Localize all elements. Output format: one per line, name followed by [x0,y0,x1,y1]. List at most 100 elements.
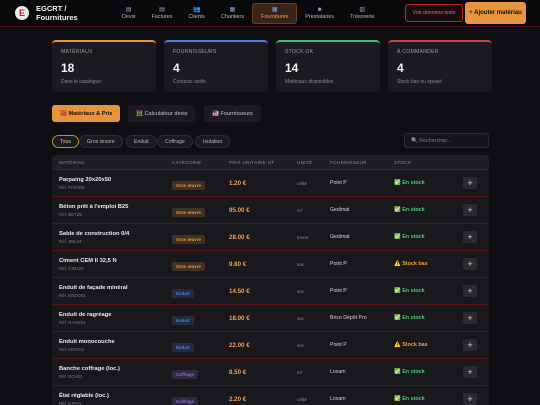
add-material-button[interactable]: + Ajouter matériau [465,2,526,24]
table-row: Béton prêt à l'emploi B25 Réf. BET25 Gros … [52,196,489,223]
stat-subtitle: Stock bas ou épuisé [397,79,443,85]
nav-item-label: Fournitures [261,13,289,20]
material-ref: Réf. PAR205 [59,184,85,190]
supplier: Gedimat [330,234,350,240]
material-cell: Enduit de façade minéral Réf. ENDO01 [59,285,128,298]
view-test-data-button[interactable]: Voir données tests [405,4,463,22]
category-badge: Coffrage [172,397,199,405]
material-name: Étai réglable (loc.) [59,392,109,399]
material-cell: Enduit de ragréage Réf. RAGE01 [59,312,112,325]
material-name: Banche coffrage (loc.) [59,365,120,372]
table-row: Enduit monocouche Réf. MONO1 Enduit 22.00 €… [52,331,489,358]
material-name: Parpaing 20x20x50 [59,176,112,183]
material-ref: Réf. BCH01 [59,373,83,379]
stock-status: ✅ En stock [394,288,425,294]
stock-status: ✅ En stock [394,369,425,375]
category-badge: Enduit [172,343,194,352]
category-badge: Enduit [172,289,194,298]
material-cell: Béton prêt à l'emploi B25 Réf. BET25 [59,204,128,217]
tab-1[interactable]: 🧱 Matériaux & Prix [52,105,121,122]
material-name: Ciment CEM II 32,5 N [59,257,117,264]
unit-price: 95.00 € [229,206,250,214]
stock-status: ✅ En stock [394,234,425,240]
nav-item-fournitures[interactable]: ▦ Fournitures [252,2,298,24]
category-badge: Coffrage [172,370,199,379]
material-name: Enduit monocouche [59,338,115,345]
material-cell: Banche coffrage (loc.) Réf. BCH01 [59,366,120,379]
stock-status: ⚠️ Stock bas [394,342,428,348]
brand-title: EGCRT / Fournitures [36,4,96,22]
supplier: Brico Dépôt Pro [330,315,367,321]
unit-price: 14.50 € [229,287,250,295]
supplier: Point P [330,180,347,186]
table-row: Banche coffrage (loc.) Réf. BCH01 Coffrage… [52,358,489,385]
unit: sac [297,342,305,348]
document-icon: ▤ [125,6,132,13]
material-name: Enduit de façade minéral [59,284,128,291]
category-badge: Gros œuvre [172,208,205,217]
filter-chip[interactable]: Coffrage [157,135,193,148]
material-cell: Enduit monocouche Réf. MONO1 [59,339,115,352]
filter-chip[interactable]: Gros œuvre [79,135,123,148]
brand-line-1: EGCRT / [36,4,67,13]
nav-item-trésorerie[interactable]: ▥ Trésorerie [342,0,382,27]
category-badge: Gros œuvre [172,262,205,271]
filter-chip[interactable]: Enduit [126,135,157,148]
table-row: Étai réglable (loc.) Réf. ETA01 Coffrage 2.… [52,385,489,405]
top-bar: E EGCRT / Fournitures ▤ Devis ▤ Factures 👥 Cl… [0,0,540,27]
add-to-quote-button[interactable]: + [463,177,477,189]
material-cell: Sable de construction 0/4 Réf. SBL04 [59,231,129,244]
material-ref: Réf. BET25 [59,211,82,217]
category-cell: Enduit [172,336,194,354]
nav-item-label: Trésorerie [350,13,375,20]
stock-status: ⚠️ Stock bas [394,261,428,267]
filter-chip[interactable]: Isolation [195,135,231,148]
category-badge: Gros œuvre [172,181,205,190]
column-header: UNITÉ [297,159,313,165]
add-to-quote-button[interactable]: + [463,339,477,351]
add-to-quote-button[interactable]: + [463,312,477,324]
nav-item-clients[interactable]: 👥 Clients [180,0,212,27]
add-to-quote-button[interactable]: + [463,285,477,297]
unit-price: 8.50 € [229,368,247,376]
nav-item-chantiers[interactable]: ▦ Chantiers [213,0,252,27]
unit: unité [297,180,307,186]
stat-value: 18 [61,61,75,75]
add-to-quote-button[interactable]: + [463,393,477,405]
stat-value: 4 [397,61,404,75]
nav-item-label: Factures [151,13,173,20]
tab-2[interactable]: 🧮 Calculateur devis [128,105,196,122]
search-input[interactable]: 🔍 Rechercher... [404,133,489,148]
column-header: STOCK [394,159,412,165]
nav-item-factures[interactable]: ▤ Factures [143,0,180,27]
supplier: Loxam [330,396,346,402]
add-to-quote-button[interactable]: + [463,366,477,378]
category-cell: Gros œuvre [172,228,205,246]
add-to-quote-button[interactable]: + [463,258,477,270]
nav-item-label: Prestataires [305,13,335,20]
construction-icon: ▦ [229,6,236,13]
stat-card: FOURNISSEURS 4 Contacts actifs [164,40,268,92]
nav-item-devis[interactable]: ▤ Devis [114,0,143,27]
filter-chip[interactable]: Tous [52,135,79,148]
unit: m³ [297,207,303,213]
material-cell: Étai réglable (loc.) Réf. ETA01 [59,393,109,405]
category-cell: Coffrage [172,390,199,405]
material-ref: Réf. SBL04 [59,238,82,244]
nav-item-prestataires[interactable]: ☻ Prestataires [297,0,342,27]
column-header: FOURNISSEUR [330,159,367,165]
add-to-quote-button[interactable]: + [463,204,477,216]
brand-line-2: Fournitures [36,13,78,22]
material-ref: Réf. MONO1 [59,346,85,352]
unit-price: 18.00 € [229,314,250,322]
material-name: Sable de construction 0/4 [59,230,130,237]
material-name: Béton prêt à l'emploi B25 [59,203,129,210]
unit: m² [297,369,303,375]
add-to-quote-button[interactable]: + [463,231,477,243]
stat-value: 14 [285,61,299,75]
box-icon: ▦ [271,6,278,13]
stat-label: MATÉRIAUX [61,49,93,55]
supplier: Point P [330,288,347,294]
tab-3[interactable]: 🏭 Fournisseurs [204,105,261,122]
category-cell: Enduit [172,309,194,327]
